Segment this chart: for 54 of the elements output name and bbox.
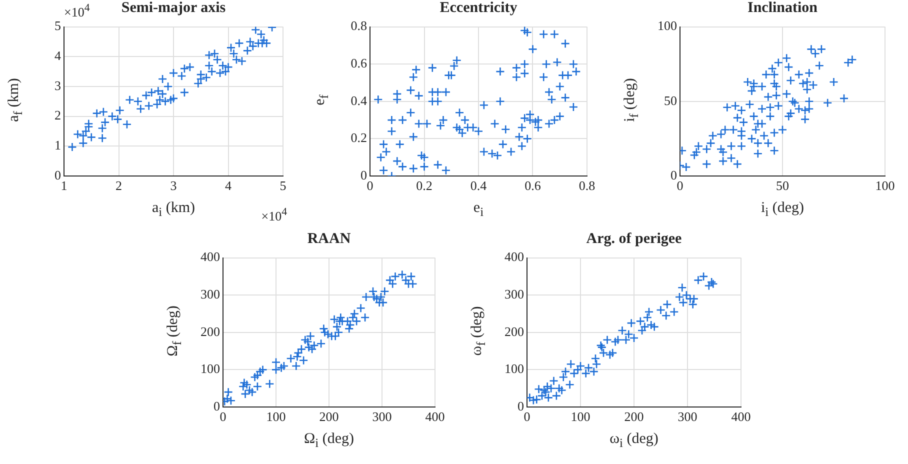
y-tick-label: 2 <box>54 108 61 123</box>
x-tick-label: 5 <box>280 178 286 194</box>
chart-title: Semi-major axis <box>121 0 226 17</box>
text: ×10$^{4}$ <box>64 2 90 20</box>
y-tick-label: 0 <box>54 167 61 182</box>
y-tick-label: 400 <box>504 249 524 264</box>
y-tick-label: 0.4 <box>350 92 368 108</box>
x-tick-label: 4 <box>225 178 232 194</box>
x-tick-label: 100 <box>266 409 286 424</box>
y-tick-label: 100 <box>504 361 524 376</box>
y-tick-label: 0 <box>214 398 220 414</box>
y-tick-label: 50 <box>664 92 677 108</box>
y-tick-label: 300 <box>200 286 220 302</box>
y-tick-label: 0 <box>670 167 677 182</box>
x-tick-label: 400 <box>425 409 445 424</box>
x-tick-label: 2 <box>116 178 122 194</box>
x-axis-title: a$_{i}$ (km) <box>152 200 196 220</box>
x-tick-label: 200 <box>624 409 644 424</box>
x-tick-label: 100 <box>570 409 590 424</box>
y-tick-label: 1 <box>54 138 61 153</box>
y-tick-label: 0 <box>360 167 367 182</box>
x-tick-label: 0.6 <box>524 178 542 194</box>
chart-title: Arg. of perigee <box>586 231 682 248</box>
x-tick-label: 50 <box>776 178 789 194</box>
x-axis-title: i$_{i}$ (deg) <box>760 200 804 220</box>
x-axis-title: Ω$_{i}$ (deg) <box>304 431 354 451</box>
x-tick-label: 300 <box>372 409 392 424</box>
x-axis-title: ω$_{i}$ (deg) <box>610 431 658 451</box>
text: ×10$^{4}$ <box>261 206 287 224</box>
y-tick-label: 200 <box>504 324 524 339</box>
chart-title: Eccentricity <box>440 0 518 17</box>
y-tick-label: 0.8 <box>350 18 367 34</box>
y-tick-label: 5 <box>54 18 61 34</box>
y-tick-label: 100 <box>200 361 220 376</box>
x-tick-label: 200 <box>319 409 339 424</box>
x-tick-label: 0.2 <box>416 178 432 194</box>
y-tick-label: 200 <box>200 324 220 339</box>
chart-title: Inclination <box>747 0 818 17</box>
x-tick-label: 0.8 <box>578 178 596 194</box>
x-tick-label: 400 <box>731 409 751 424</box>
y-tick-label: 0 <box>518 398 524 414</box>
y-tick-label: 3 <box>54 78 61 93</box>
y-tick-label: 4 <box>54 48 62 64</box>
x-axis-title: e$_{i}$ <box>473 200 484 220</box>
x-tick-label: 0.4 <box>470 178 488 194</box>
chart-title: RAAN <box>307 231 351 248</box>
x-tick-label: 100 <box>875 178 895 194</box>
y-tick-label: 300 <box>504 286 524 302</box>
y-tick-label: 0.2 <box>350 130 367 146</box>
x-tick-label: 3 <box>170 178 177 194</box>
y-tick-label: 100 <box>658 18 677 34</box>
y-tick-label: 0.6 <box>350 56 368 71</box>
x-tick-label: 300 <box>678 409 698 424</box>
y-tick-label: 400 <box>200 249 220 264</box>
